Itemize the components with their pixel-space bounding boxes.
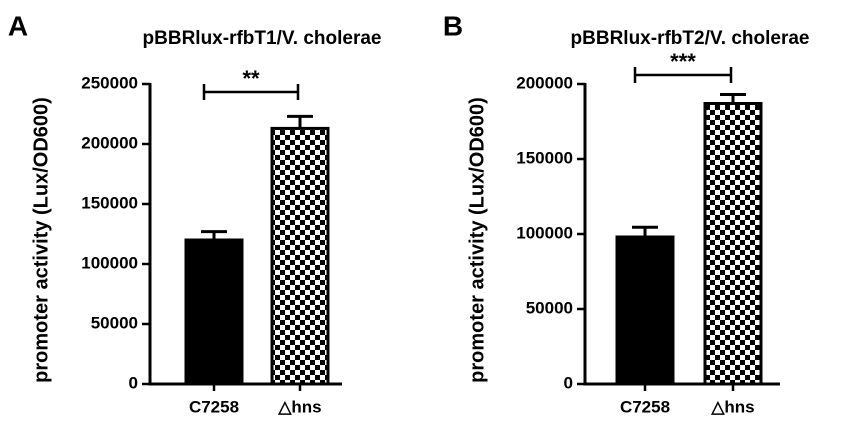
x-tick-label: △hns [277, 397, 321, 416]
y-tick-label: 150000 [81, 193, 138, 212]
chart-title: pBBRlux-rfbT2/V. cholerae [571, 28, 810, 49]
bar [703, 102, 763, 386]
y-tick-label: 250000 [81, 73, 138, 92]
panel-label: B [443, 10, 463, 41]
y-axis-label: promoter activity (Lux/OD600) [30, 97, 52, 383]
y-axis-label: promoter activity (Lux/OD600) [466, 97, 488, 383]
y-tick-label: 0 [129, 373, 138, 392]
significance-label: ** [242, 66, 260, 91]
y-tick-label: 0 [564, 373, 573, 392]
bar [270, 126, 330, 386]
y-tick-label: 200000 [81, 133, 138, 152]
x-tick-label: C7258 [189, 397, 239, 416]
bar [615, 235, 675, 386]
panel-label: A [8, 10, 28, 41]
chart-title: pBBRlux-rfbT1/V. cholerae [143, 28, 382, 49]
y-tick-label: 100000 [81, 253, 138, 272]
x-tick-label: △hns [710, 397, 754, 416]
y-tick-label: 200000 [516, 73, 573, 92]
significance-label: *** [670, 49, 696, 74]
y-tick-label: 150000 [516, 148, 573, 167]
y-tick-label: 100000 [516, 223, 573, 242]
y-tick-label: 50000 [526, 298, 573, 317]
y-tick-label: 50000 [91, 313, 138, 332]
x-tick-label: C7258 [620, 397, 670, 416]
bar [184, 238, 244, 386]
